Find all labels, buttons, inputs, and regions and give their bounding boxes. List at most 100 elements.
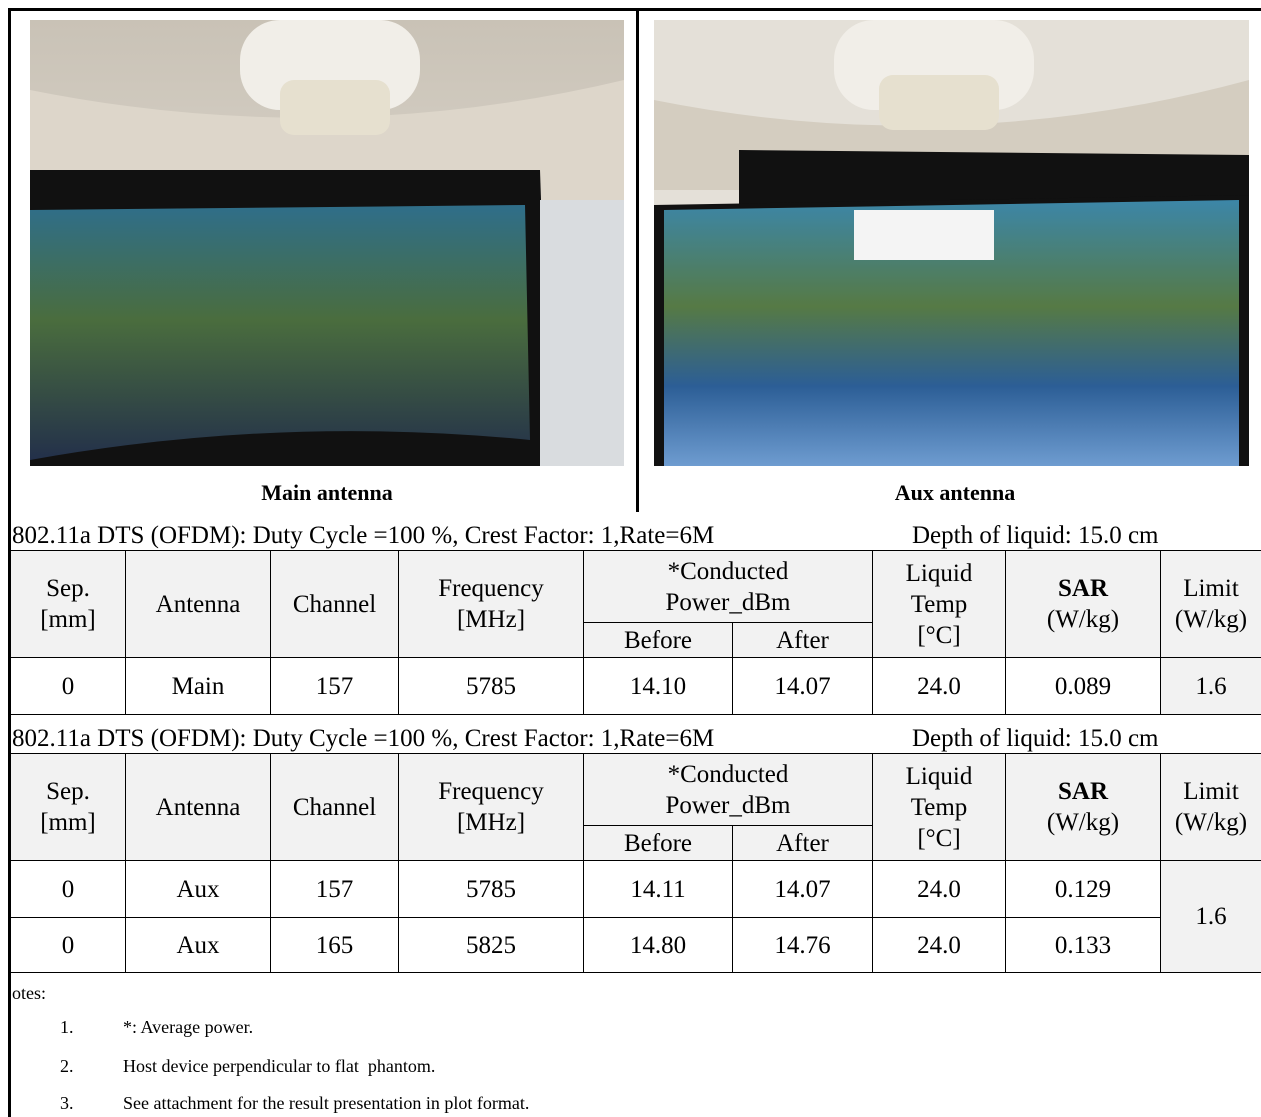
data-cell: 14.07: [732, 860, 873, 918]
data-cell: Main: [125, 657, 271, 715]
header-line: SAR: [1057, 778, 1108, 805]
header-line: Before: [623, 626, 693, 654]
data-row: 0 Aux 165 5825 14.80 14.76 24.0 0.133: [10, 917, 1261, 973]
note-number: 2.: [60, 1056, 74, 1076]
data-row: 0 Main 157 5785 14.10 14.07 24.0 0.089 1.6: [10, 657, 1261, 715]
photo-caption: Main antenna: [261, 480, 393, 505]
data-cell: 5785: [398, 860, 584, 918]
header-row: Before After: [11, 622, 1261, 658]
data-cell: Aux: [125, 917, 271, 973]
header-line: After: [776, 626, 829, 654]
header-line: Sep.: [46, 575, 90, 602]
photo-caption: Aux antenna: [894, 480, 1016, 505]
header-cell: *Conducted Power_dBm: [583, 550, 873, 623]
header-row: Sep. [mm] Antenna Channel Frequency [MHz] *Con…: [10, 550, 1261, 658]
header-line: Frequency: [438, 778, 544, 805]
data-cell: 24.0: [872, 917, 1006, 973]
limit-cell: 1.6: [1160, 657, 1261, 715]
note-text: See attachment for the result presentati…: [123, 1093, 530, 1113]
header-line: Liquid: [905, 559, 973, 587]
data-cell: 0.089: [1005, 657, 1161, 715]
header-line: (W/kg): [1046, 809, 1120, 836]
header-line: (W/kg): [1174, 809, 1248, 836]
note-number: 1.: [60, 1017, 74, 1037]
header-cell: Sep. [mm]: [10, 550, 126, 658]
data-cell: 5825: [398, 917, 584, 973]
header-cell: Channel: [270, 550, 399, 658]
header-cell: After: [732, 622, 873, 658]
header-line: [°C]: [917, 824, 961, 852]
data-cell: 0: [10, 860, 126, 918]
data-cell: 0.133: [1005, 917, 1161, 973]
data-cell: 14.80: [583, 917, 733, 973]
sar-table: Sep. [mm] Antenna Channel Frequency [MHz] *Con…: [10, 753, 1261, 973]
header-cell: Limit (W/kg): [1160, 550, 1261, 658]
header-cell: Antenna: [125, 753, 271, 861]
header-cell: Limit (W/kg): [1160, 753, 1261, 861]
header-cell: Channel: [270, 753, 399, 861]
header-line: Power_dBm: [665, 791, 791, 819]
data-row: 0 Aux 157 5785 14.11 14.07 24.0 0.129 1.6: [10, 860, 1261, 973]
header-line: Before: [623, 829, 693, 857]
header-line: (W/kg): [1174, 606, 1248, 633]
header-line: (W/kg): [1046, 606, 1120, 633]
notes-title: otes:: [12, 983, 46, 1003]
data-cell: 5785: [398, 657, 584, 715]
data-cell: 157: [270, 860, 399, 918]
left-border: [8, 8, 11, 1117]
data-cell: 24.0: [872, 860, 1006, 918]
data-cell: 14.10: [583, 657, 733, 715]
header-row: Sep. [mm] Antenna Channel Frequency [MHz] *Con…: [10, 753, 1261, 861]
header-line: Liquid: [905, 762, 973, 790]
depth: Depth of liquid: 15.0 cm: [912, 725, 1159, 752]
header-line: Frequency: [438, 575, 544, 602]
header-cell: *Conducted Power_dBm: [583, 753, 873, 826]
header-line: Temp: [910, 793, 968, 821]
header-line: SAR: [1057, 575, 1108, 602]
header-line: [MHz]: [456, 606, 526, 633]
data-cell: 14.11: [583, 860, 733, 918]
data-cell: 24.0: [872, 657, 1006, 715]
header-cell: Before: [583, 825, 733, 861]
data-cell: 165: [270, 917, 399, 973]
data-cell: 0: [10, 917, 126, 973]
header-line: After: [776, 829, 829, 857]
header-cell: Liquid Temp [°C]: [872, 753, 1006, 861]
header-line: Sep.: [46, 778, 90, 805]
data-cell: Aux: [125, 860, 271, 918]
photo-main: [30, 20, 624, 466]
data-cell: 14.76: [732, 917, 873, 973]
header-row: Before After: [11, 825, 1261, 861]
header-line: [°C]: [917, 621, 961, 649]
header-line: Antenna: [155, 793, 241, 821]
header-line: *Conducted: [667, 557, 789, 585]
header-line: Channel: [292, 793, 377, 821]
header-line: Power_dBm: [665, 588, 791, 616]
header-line: Channel: [292, 590, 377, 618]
header-line: *Conducted: [667, 760, 789, 788]
condition: 802.11a DTS (OFDM): Duty Cycle =100 %, C…: [12, 725, 715, 752]
header-cell: Antenna: [125, 550, 271, 658]
header-line: Limit: [1183, 778, 1239, 805]
divider: [636, 8, 639, 512]
header-cell: Before: [583, 622, 733, 658]
note-number: 3.: [60, 1093, 74, 1113]
header-cell: Liquid Temp [°C]: [872, 550, 1006, 658]
data-cell: 14.07: [732, 657, 873, 715]
sar-table: Sep. [mm] Antenna Channel Frequency [MHz] *Con…: [10, 550, 1261, 715]
limit-cell: 1.6: [1160, 860, 1261, 973]
top-border: [8, 8, 1261, 11]
condition: 802.11a DTS (OFDM): Duty Cycle =100 %, C…: [12, 522, 715, 549]
data-cell: 157: [270, 657, 399, 715]
header-line: [mm]: [40, 606, 96, 633]
header-line: Limit: [1183, 575, 1239, 602]
header-cell: After: [732, 825, 873, 861]
note-text: Host device perpendicular to flat phanto…: [123, 1056, 436, 1076]
header-line: Temp: [910, 590, 968, 618]
header-line: [MHz]: [456, 809, 526, 836]
header-cell: SAR (W/kg): [1005, 753, 1161, 861]
photo-aux: [654, 20, 1249, 466]
depth: Depth of liquid: 15.0 cm: [912, 522, 1159, 549]
header-cell: Frequency [MHz]: [398, 550, 584, 658]
